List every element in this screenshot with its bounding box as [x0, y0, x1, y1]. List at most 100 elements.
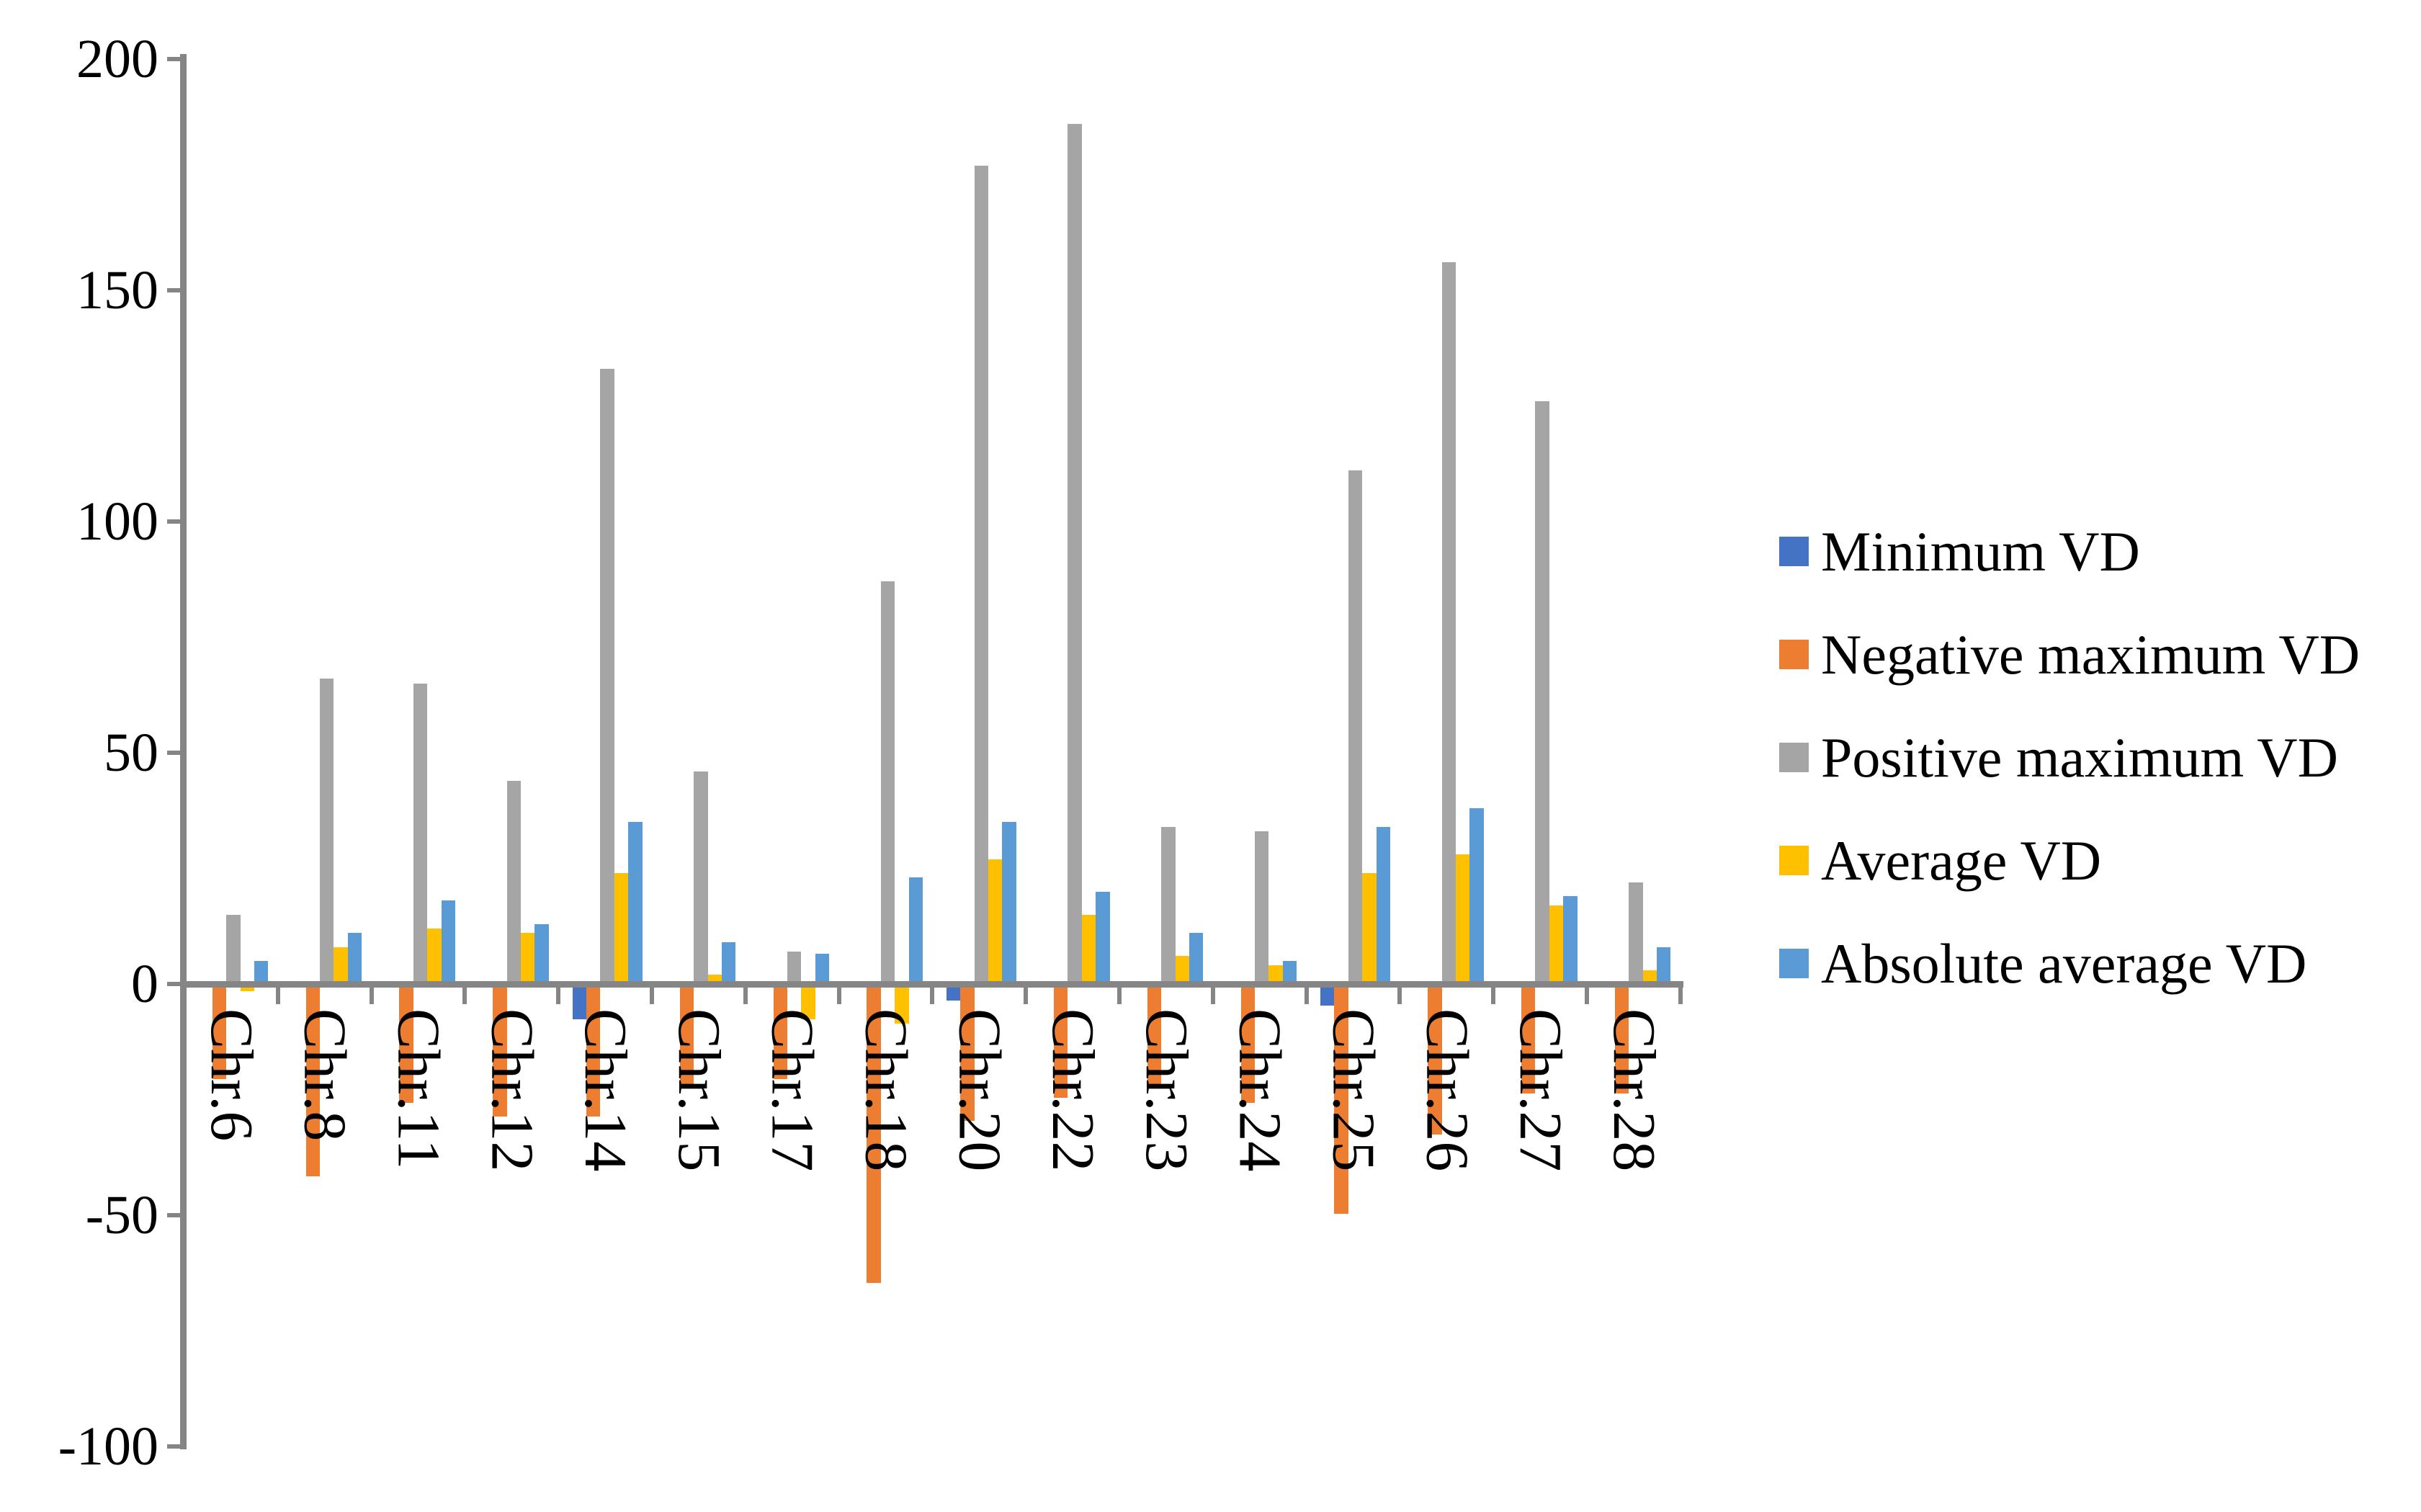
bar-absolute-average-vd-chr-12 [534, 923, 549, 984]
y-axis-tick [167, 1444, 184, 1449]
bar-absolute-average-vd-chr-11 [441, 900, 455, 984]
x-axis-tick [1491, 984, 1496, 1004]
x-axis-tick [1210, 984, 1215, 1004]
legend-swatch-icon [1779, 640, 1809, 669]
x-axis-category-label: Chr.20 [946, 1008, 1013, 1172]
bar-negative-maximum-vd-chr-26 [1428, 987, 1442, 1135]
x-axis-category-label: Chr.8 [291, 1008, 359, 1142]
bar-positive-maximum-vd-chr-26 [1441, 262, 1456, 984]
bar-average-vd-chr-17 [801, 987, 815, 1019]
y-axis-tick-label: 200 [76, 29, 158, 89]
legend-label: Negative maximum VD [1821, 622, 2360, 686]
bar-absolute-average-vd-chr-27 [1563, 896, 1578, 984]
bar-negative-maximum-vd-chr-28 [1614, 987, 1629, 1093]
legend-swatch-icon [1779, 949, 1809, 978]
x-axis-tick [743, 984, 748, 1004]
x-axis-tick [462, 984, 467, 1004]
bar-negative-maximum-vd-chr-20 [960, 987, 975, 1122]
y-axis-tick-label: -100 [58, 1416, 158, 1477]
bar-negative-maximum-vd-chr-15 [679, 987, 694, 1089]
y-axis-tick [167, 982, 184, 986]
bar-average-vd-chr-26 [1456, 854, 1470, 984]
x-axis-tick [836, 984, 841, 1004]
bar-average-vd-chr-22 [1081, 914, 1096, 984]
x-axis-category-label: Chr.22 [1039, 1008, 1107, 1172]
bar-average-vd-chr-14 [614, 872, 629, 984]
bar-positive-maximum-vd-chr-6 [226, 914, 241, 984]
bar-negative-maximum-vd-chr-27 [1521, 987, 1536, 1093]
bar-absolute-average-vd-chr-17 [815, 954, 830, 984]
bar-absolute-average-vd-chr-14 [628, 822, 643, 984]
bar-negative-maximum-vd-chr-14 [586, 987, 601, 1117]
legend-item: Negative maximum VD [1779, 603, 2360, 706]
bar-average-vd-chr-24 [1268, 965, 1283, 984]
x-axis-tick [1304, 984, 1309, 1004]
y-axis-tick [167, 519, 184, 524]
legend-swatch-icon [1779, 846, 1809, 875]
x-axis-category-label: Chr.15 [665, 1008, 733, 1172]
x-axis-tick [650, 984, 654, 1004]
bar-positive-maximum-vd-chr-24 [1255, 831, 1269, 984]
bar-minimum-vd-chr-25 [1320, 987, 1335, 1006]
bar-positive-maximum-vd-chr-28 [1629, 882, 1643, 984]
bar-average-vd-chr-27 [1549, 905, 1564, 984]
x-axis-tick [1678, 984, 1683, 1004]
bar-absolute-average-vd-chr-26 [1469, 808, 1484, 984]
y-axis-tick-label: 100 [76, 491, 158, 552]
legend: Minimum VD Negative maximum VD Positive ma… [1779, 500, 2360, 1015]
y-axis-tick-label: 150 [76, 260, 158, 321]
x-axis-line [180, 981, 1683, 988]
x-axis-category-label: Chr.12 [478, 1008, 546, 1172]
bar-positive-maximum-vd-chr-18 [880, 581, 895, 984]
bar-negative-maximum-vd-chr-24 [1240, 987, 1255, 1103]
bar-average-vd-chr-12 [521, 933, 535, 984]
bar-average-vd-chr-11 [427, 928, 442, 984]
x-axis-category-label: Chr.6 [197, 1008, 265, 1142]
bar-absolute-average-vd-chr-25 [1376, 826, 1390, 984]
bar-absolute-average-vd-chr-24 [1282, 960, 1297, 984]
x-axis-category-label: Chr.27 [1507, 1008, 1575, 1172]
bar-negative-maximum-vd-chr-25 [1334, 987, 1348, 1214]
bar-absolute-average-vd-chr-20 [1002, 822, 1016, 984]
bar-average-vd-chr-25 [1362, 872, 1377, 984]
bar-average-vd-chr-23 [1175, 956, 1189, 984]
x-axis-tick [1117, 984, 1122, 1004]
bar-negative-maximum-vd-chr-8 [305, 987, 320, 1177]
x-axis-category-label: Chr.25 [1320, 1008, 1387, 1172]
x-axis-tick [1024, 984, 1029, 1004]
x-axis-tick [556, 984, 561, 1004]
bar-negative-maximum-vd-chr-11 [399, 987, 413, 1103]
legend-label: Positive maximum VD [1821, 725, 2338, 789]
legend-item: Positive maximum VD [1779, 706, 2360, 809]
bar-minimum-vd-chr-20 [946, 987, 961, 1001]
bar-absolute-average-vd-chr-22 [1096, 891, 1110, 984]
bar-negative-maximum-vd-chr-18 [867, 987, 881, 1283]
bar-positive-maximum-vd-chr-20 [974, 165, 988, 984]
x-axis-tick [275, 984, 280, 1004]
y-axis-tick [167, 1213, 184, 1217]
bar-positive-maximum-vd-chr-12 [506, 780, 521, 984]
bar-positive-maximum-vd-chr-25 [1348, 470, 1363, 984]
legend-label: Average VD [1821, 828, 2102, 892]
bar-negative-maximum-vd-chr-23 [1147, 987, 1162, 1084]
bar-negative-maximum-vd-chr-22 [1054, 987, 1068, 1099]
x-axis-category-label: Chr.17 [758, 1008, 826, 1172]
y-axis-tick-label: 50 [104, 723, 158, 783]
bar-positive-maximum-vd-chr-23 [1161, 826, 1176, 984]
y-axis-tick [167, 751, 184, 755]
legend-item: Minimum VD [1779, 500, 2360, 603]
legend-label: Minimum VD [1821, 519, 2140, 583]
legend-item: Absolute average VD [1779, 912, 2360, 1015]
bar-average-vd-chr-6 [240, 987, 254, 992]
bar-positive-maximum-vd-chr-17 [787, 952, 802, 984]
bar-positive-maximum-vd-chr-15 [694, 771, 708, 984]
legend-item: Average VD [1779, 809, 2360, 912]
x-axis-tick [930, 984, 935, 1004]
bar-positive-maximum-vd-chr-22 [1068, 123, 1082, 984]
x-axis-tick [1585, 984, 1589, 1004]
bar-negative-maximum-vd-chr-6 [212, 987, 227, 1080]
bar-positive-maximum-vd-chr-14 [600, 369, 614, 984]
bar-positive-maximum-vd-chr-8 [320, 679, 334, 984]
bar-average-vd-chr-18 [895, 987, 909, 1024]
